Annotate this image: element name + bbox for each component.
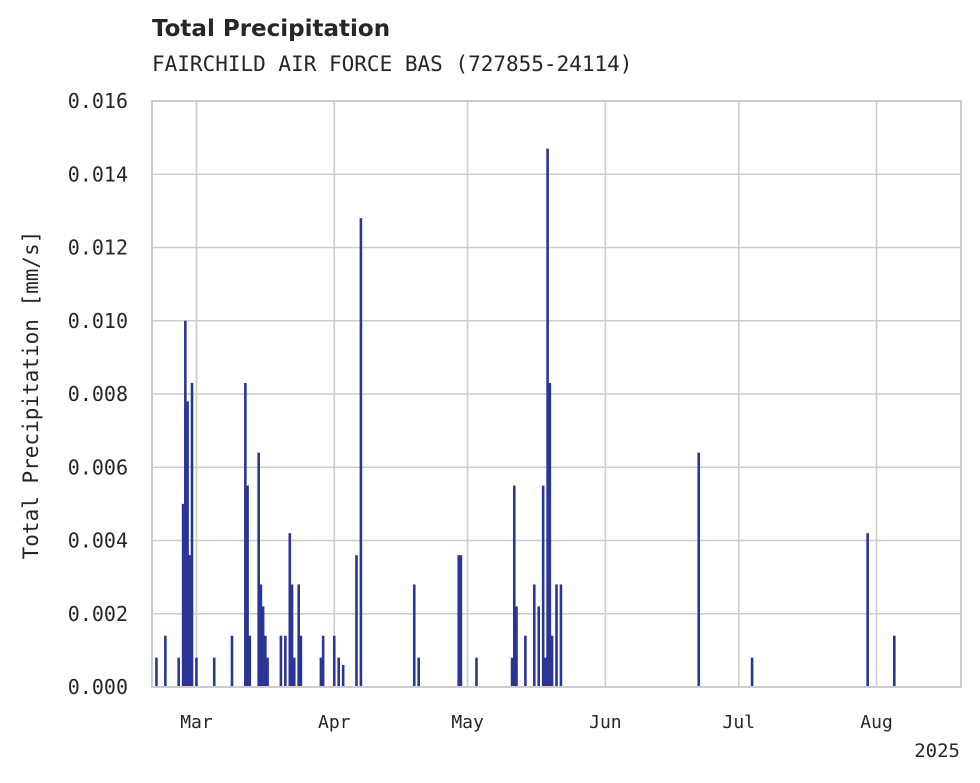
bar	[288, 533, 292, 687]
y-tick-label: 0.014	[68, 162, 128, 186]
y-tick-label: 0.010	[68, 309, 128, 333]
bar	[297, 584, 300, 687]
bar	[290, 584, 294, 687]
bar	[190, 383, 194, 687]
bar	[266, 657, 269, 687]
bar	[164, 635, 167, 687]
bar	[184, 320, 187, 687]
bar	[186, 401, 189, 687]
y-axis-ticks: 0.000 0.002 0.004 0.006 0.008 0.010 0.012 0.014…	[68, 89, 128, 699]
bar	[550, 635, 554, 687]
bar	[341, 665, 345, 687]
y-tick-label: 0.000	[68, 675, 128, 699]
bar	[459, 555, 463, 687]
bar	[548, 383, 552, 687]
bar	[559, 584, 563, 687]
bar	[866, 533, 869, 687]
x-tick-label: Jul	[722, 712, 755, 733]
y-tick-label: 0.016	[68, 89, 128, 113]
x-tick-label: Apr	[318, 712, 351, 733]
bar	[893, 635, 896, 687]
bar	[544, 657, 547, 687]
y-axis-label: Total Precipitation [mm/s]	[19, 231, 43, 560]
bar	[244, 383, 247, 687]
bar	[279, 635, 283, 687]
bar	[321, 635, 325, 687]
bar	[257, 452, 260, 687]
plot-frame	[151, 100, 962, 688]
bar	[261, 606, 265, 687]
bar	[359, 218, 363, 687]
bar	[299, 635, 303, 687]
bar	[177, 657, 180, 687]
y-tick-label: 0.004	[68, 529, 128, 553]
y-tick-label: 0.006	[68, 455, 128, 479]
grid	[152, 100, 961, 688]
bar	[750, 657, 754, 687]
bar	[319, 657, 323, 687]
bar	[284, 635, 287, 687]
bar	[417, 657, 421, 687]
x-axis-ticks: Mar Apr May Jun Jul Aug	[180, 712, 893, 733]
bar	[337, 657, 340, 687]
bar	[181, 503, 185, 687]
bar	[292, 657, 296, 687]
bar	[412, 584, 416, 687]
bar	[475, 657, 478, 687]
y-tick-label: 0.008	[68, 382, 128, 406]
y-tick-label: 0.012	[68, 236, 128, 260]
x-tick-label: May	[451, 712, 484, 733]
bar	[697, 452, 701, 687]
bar	[510, 657, 514, 687]
y-tick-label: 0.002	[68, 602, 128, 626]
bar	[524, 635, 527, 687]
bar	[259, 584, 263, 687]
bar	[555, 584, 558, 687]
bar	[212, 657, 216, 687]
bar	[532, 584, 536, 687]
bar	[188, 555, 192, 687]
bars	[155, 148, 896, 688]
bar	[541, 485, 545, 687]
bar	[457, 555, 461, 687]
x-tick-label: Aug	[860, 712, 893, 733]
chart-subtitle: FAIRCHILD AIR FORCE BAS (727855-24114)	[152, 52, 633, 76]
x-tick-label: Mar	[180, 712, 213, 733]
bar	[515, 606, 518, 687]
bar	[248, 635, 252, 687]
x-axis-year-label: 2025	[914, 740, 960, 762]
bar	[246, 485, 249, 687]
bar	[230, 635, 234, 687]
bar	[195, 657, 198, 687]
chart-title: Total Precipitation	[152, 16, 391, 42]
bar	[264, 635, 267, 687]
bar	[512, 485, 516, 687]
bar	[537, 606, 541, 687]
bar	[546, 148, 549, 688]
bar	[332, 635, 336, 687]
bar	[355, 555, 358, 687]
x-tick-label: Jun	[589, 712, 622, 733]
bar	[155, 657, 158, 687]
